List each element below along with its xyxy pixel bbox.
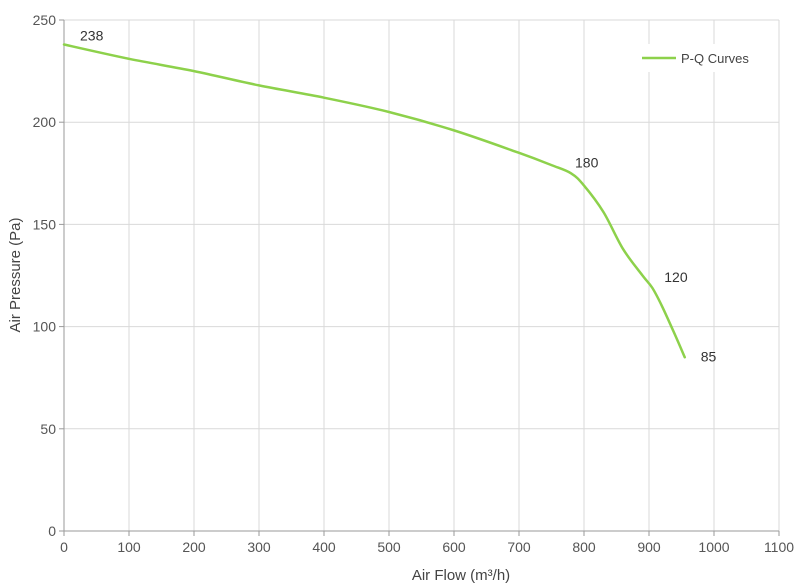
y-tick-labels: 0 50 100 150 200 250 xyxy=(33,12,57,539)
x-tick-label: 300 xyxy=(247,539,271,555)
x-tick-label: 800 xyxy=(572,539,596,555)
x-tick-label: 900 xyxy=(637,539,661,555)
y-tick-label: 100 xyxy=(33,319,57,335)
x-tick-label: 1100 xyxy=(764,539,794,555)
data-label: 85 xyxy=(701,348,717,364)
x-tick-labels: 0 100 200 300 400 500 600 700 800 900 1000 1100 xyxy=(60,539,794,555)
y-axis-label: Air Pressure (Pa) xyxy=(7,217,24,332)
data-label: 238 xyxy=(80,28,104,44)
y-tick-label: 200 xyxy=(33,114,57,130)
y-tick-label: 0 xyxy=(48,523,56,539)
data-label: 120 xyxy=(664,269,688,285)
data-label: 180 xyxy=(575,154,599,170)
x-tick-label: 100 xyxy=(117,539,141,555)
y-tick-label: 150 xyxy=(33,216,57,232)
y-tick-label: 250 xyxy=(33,12,57,28)
y-tick-label: 50 xyxy=(40,421,56,437)
x-tick-label: 700 xyxy=(507,539,531,555)
x-axis-label: Air Flow (m³/h) xyxy=(412,567,510,584)
x-tick-label: 400 xyxy=(312,539,336,555)
series-layer xyxy=(62,43,686,359)
x-tick-label: 0 xyxy=(60,539,68,555)
axes xyxy=(59,19,780,536)
legend-label: P-Q Curves xyxy=(681,51,749,66)
x-tick-label: 500 xyxy=(377,539,401,555)
legend: P-Q Curves xyxy=(628,44,778,72)
x-tick-label: 200 xyxy=(182,539,206,555)
gridlines xyxy=(64,19,780,531)
x-tick-label: 600 xyxy=(442,539,466,555)
x-tick-label: 1000 xyxy=(698,539,729,555)
data-labels: 238 180 120 85 xyxy=(80,28,717,365)
series-line-0 xyxy=(62,43,686,359)
